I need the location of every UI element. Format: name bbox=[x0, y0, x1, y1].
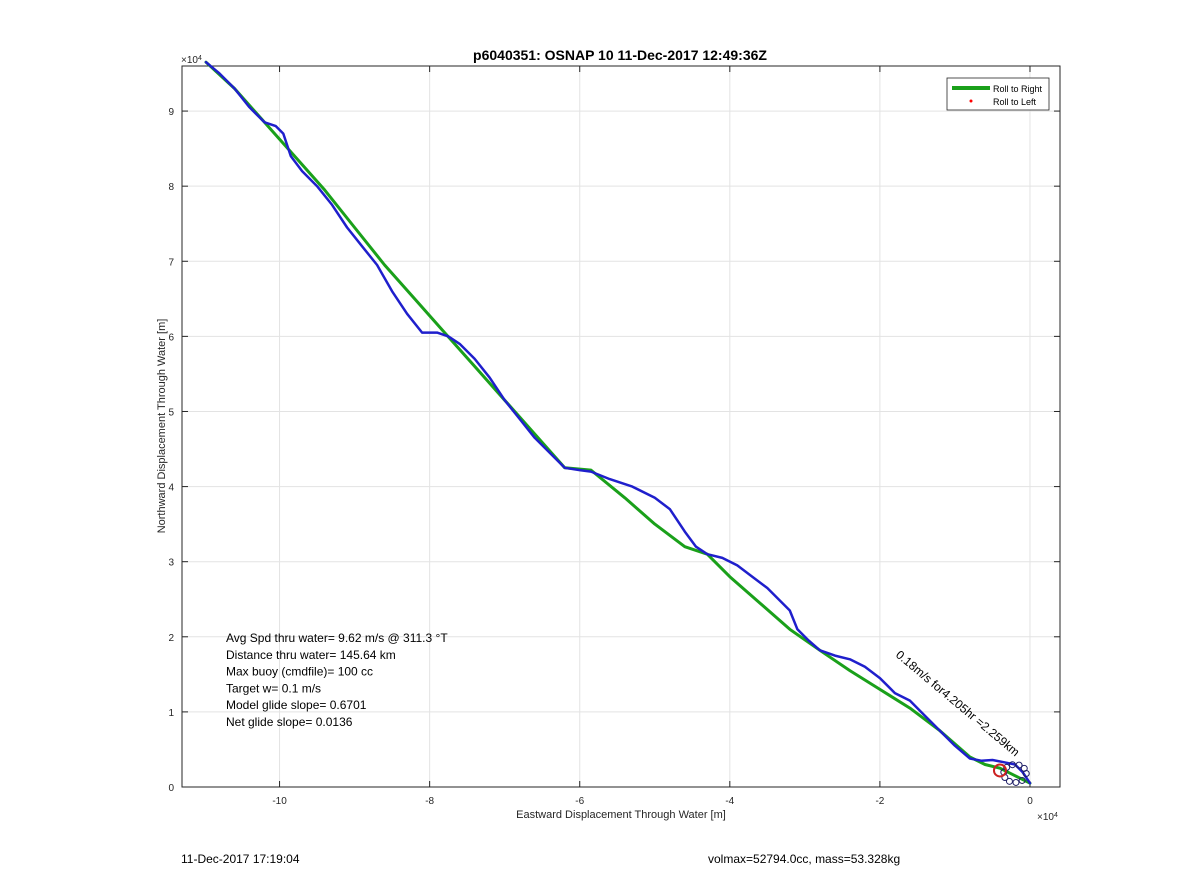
x-tick-label: -2 bbox=[875, 796, 884, 807]
plot-area-frame bbox=[181, 65, 1061, 788]
x-tick-label: 0 bbox=[1027, 796, 1033, 807]
near-origin-loop-mark bbox=[1018, 776, 1026, 784]
x-tick-label: -10 bbox=[272, 796, 287, 807]
stats-annotation-line: Avg Spd thru water= 9.62 m/s @ 311.3 °T bbox=[226, 631, 448, 645]
stats-annotations: Avg Spd thru water= 9.62 m/s @ 311.3 °T D… bbox=[226, 631, 448, 729]
footer-volmax-mass: volmax=52794.0cc, mass=53.328kg bbox=[708, 852, 901, 866]
y-tick-label: 1 bbox=[168, 708, 174, 719]
data-markers bbox=[992, 761, 1030, 786]
footer-timestamp: 11-Dec-2017 17:19:04 bbox=[181, 852, 300, 866]
y-tick-label: 7 bbox=[168, 257, 174, 268]
x-axis-label: Eastward Displacement Through Water [m] bbox=[516, 809, 726, 821]
y-tick-label: 4 bbox=[168, 483, 174, 494]
y-tick-label: 0 bbox=[168, 783, 174, 794]
near-origin-loop-mark bbox=[1015, 761, 1023, 769]
data-series bbox=[204, 60, 1032, 785]
stats-annotation-line: Net glide slope= 0.0136 bbox=[226, 715, 353, 729]
near-origin-loop-mark bbox=[1020, 764, 1028, 772]
x-tick-label: -4 bbox=[725, 796, 734, 807]
y-axis-label: Northward Displacement Through Water [m] bbox=[156, 319, 168, 534]
chart-title: p6040351: OSNAP 10 11-Dec-2017 12:49:36Z bbox=[473, 47, 767, 63]
series-track-line bbox=[204, 60, 1032, 785]
legend-box bbox=[946, 77, 1050, 111]
stats-annotation-line: Max buoy (cmdfile)= 100 cc bbox=[226, 665, 373, 679]
legend-label-roll-right: Roll to Right bbox=[993, 84, 1043, 94]
x-tick-label: -6 bbox=[575, 796, 584, 807]
y-tick-label: 2 bbox=[168, 633, 174, 644]
axis-ticks: -10 -8 -6 -4 -2 0 0 1 2 3 4 5 6 7 8 9 bbox=[168, 66, 1060, 807]
grid-lines bbox=[182, 66, 1060, 788]
legend-label-roll-left: Roll to Left bbox=[993, 97, 1037, 107]
y-tick-label: 8 bbox=[168, 182, 174, 193]
y-tick-label: 9 bbox=[168, 107, 174, 118]
y-tick-label: 5 bbox=[168, 407, 174, 418]
x-exponent-label: ×104 bbox=[1037, 812, 1058, 824]
stats-annotation-line: Model glide slope= 0.6701 bbox=[226, 698, 367, 712]
surfacing-marker bbox=[992, 763, 1007, 778]
legend-swatch-roll-left bbox=[969, 99, 973, 103]
near-origin-loop-mark bbox=[1005, 777, 1013, 785]
x-tick-label: -8 bbox=[425, 796, 434, 807]
stats-annotation-line: Target w= 0.1 m/s bbox=[226, 681, 321, 695]
near-origin-loop-mark bbox=[1012, 778, 1020, 786]
y-exponent-label: ×104 bbox=[181, 55, 202, 67]
y-tick-label: 6 bbox=[168, 332, 174, 343]
near-origin-loop-mark bbox=[1008, 761, 1016, 769]
legend: Roll to Right Roll to Left bbox=[946, 77, 1050, 111]
y-tick-label: 3 bbox=[168, 558, 174, 569]
stats-annotation-line: Distance thru water= 145.64 km bbox=[226, 648, 396, 662]
